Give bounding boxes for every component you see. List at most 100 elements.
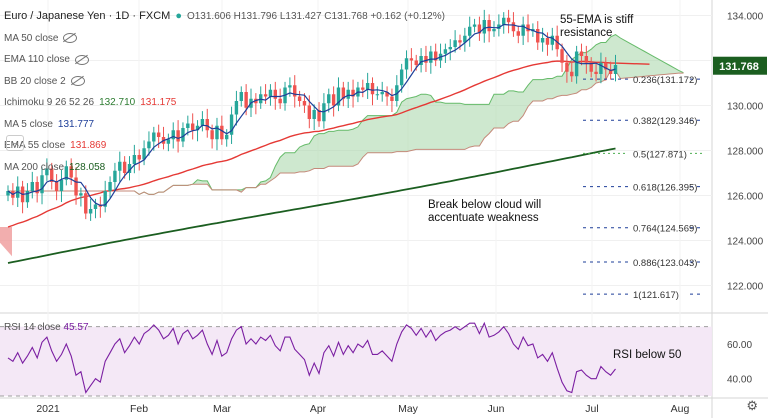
candle-body <box>190 123 195 131</box>
candle-body <box>361 87 365 90</box>
candle-body <box>589 62 593 72</box>
candle-body <box>307 105 312 119</box>
candle-body <box>477 24 482 34</box>
annotation-line: Break below cloud will <box>428 199 542 211</box>
cloud-annotation: Break below cloud will accentuate weaknes… <box>428 199 541 225</box>
candle-body <box>166 139 171 144</box>
hidden-eye-icon[interactable] <box>74 54 89 65</box>
candle-body <box>317 110 321 122</box>
candle-body <box>288 85 292 88</box>
y-tick-label: 128.000 <box>727 147 764 158</box>
candle-body <box>599 62 603 74</box>
candle-body <box>458 40 462 43</box>
legend-label: BB 20 close 2 <box>4 75 66 87</box>
candle-body <box>443 49 448 54</box>
candle-body <box>414 60 418 65</box>
candle-body <box>225 134 229 140</box>
candle-body <box>346 89 350 99</box>
candle-body <box>176 130 180 142</box>
annotation-line: 55-EMA is stiff <box>560 14 634 26</box>
candle-body <box>186 123 190 128</box>
candle-body <box>6 191 10 196</box>
candle-body <box>103 191 107 207</box>
collapse-legend-button[interactable]: ︿ <box>6 135 24 151</box>
hidden-eye-icon[interactable] <box>70 76 85 87</box>
candle-body <box>171 130 175 140</box>
legend-item[interactable]: EMA 55 close 131.869 <box>4 135 445 157</box>
legend-value: 132.710 <box>99 97 136 108</box>
candle-body <box>341 87 346 99</box>
y-tick-label: 124.000 <box>727 237 764 248</box>
fib-level-label: 1(121.617) <box>633 290 679 301</box>
legend-label: Ichimoku 9 26 52 26 <box>4 97 95 108</box>
settings-gear-icon[interactable]: ⚙ <box>746 398 758 413</box>
candle-body <box>25 191 30 203</box>
legend-value: 128.058 <box>69 161 106 173</box>
candle-body <box>210 130 214 140</box>
candle-body <box>152 132 156 142</box>
rsi-legend: RSI 14 close 45.57 <box>4 322 89 333</box>
legend-item[interactable]: MA 200 close 128.058 <box>4 157 445 179</box>
symbol-title: Euro / Japanese Yen · 1D · FXCM <box>4 10 171 22</box>
rsi-label: RSI 14 close <box>4 322 61 333</box>
candle-body <box>429 51 433 63</box>
rsi-value: 45.57 <box>63 322 89 333</box>
candle-body <box>511 22 516 32</box>
fib-level-label: 0.236(131.172) <box>633 75 697 86</box>
fib-level-label: 0.764(124.569) <box>633 224 697 235</box>
annotation-line: RSI below 50 <box>613 349 682 361</box>
x-tick-label: May <box>398 403 419 415</box>
candle-body <box>472 24 477 27</box>
candle-body <box>273 89 277 99</box>
candle-body <box>297 96 302 101</box>
rsi-band <box>0 326 712 396</box>
legend-label: EMA 55 close <box>4 140 66 151</box>
annotation-line: resistance <box>560 27 613 39</box>
legend-label: EMA 110 close <box>4 54 70 65</box>
legend-item[interactable]: BB 20 close 2 <box>4 71 445 93</box>
candle-body <box>59 179 64 191</box>
candle-body <box>215 125 219 140</box>
hidden-eye-icon[interactable] <box>63 33 78 44</box>
x-tick-label: Jun <box>488 403 505 415</box>
candle-body <box>584 56 589 63</box>
y-tick-label: 130.000 <box>727 102 764 113</box>
last-price-tag <box>713 56 767 75</box>
annotation-line: accentuate weakness <box>428 212 539 224</box>
candle-body <box>30 182 34 191</box>
candle-body <box>482 20 486 34</box>
candle-body <box>570 71 574 77</box>
x-tick-label: Jul <box>585 403 598 415</box>
candle-body <box>234 101 239 115</box>
ichimoku-cloud <box>8 34 684 195</box>
candle-body <box>468 26 472 36</box>
candle-body <box>351 89 355 97</box>
candle-body <box>195 125 200 131</box>
candle-body <box>370 83 375 95</box>
candle-body <box>45 168 49 176</box>
legend-item[interactable]: EMA 110 close <box>4 49 445 71</box>
candle-body <box>604 62 608 70</box>
candle-body <box>50 168 54 182</box>
rsi-annotation: RSI below 50 <box>613 349 681 362</box>
y-tick-label: 134.000 <box>727 12 764 23</box>
candle-body <box>390 96 394 101</box>
candle-body <box>380 92 384 95</box>
candle-body <box>448 47 452 50</box>
candle-body <box>560 49 564 63</box>
legend-item[interactable]: Ichimoku 9 26 52 26 132.710 131.175 <box>4 92 445 114</box>
fib-level-label: 0.618(126.395) <box>633 183 697 194</box>
legend-item[interactable]: MA 50 close <box>4 28 445 50</box>
candle-body <box>40 175 44 194</box>
candle-body <box>594 71 598 74</box>
candle-body <box>268 89 273 97</box>
ichimoku-span-b <box>8 70 684 195</box>
candle-body <box>550 35 555 45</box>
candle-body <box>229 114 234 135</box>
candle-body <box>74 177 78 196</box>
legend-item[interactable]: MA 5 close 131.777 <box>4 114 445 136</box>
candle-body <box>108 182 112 191</box>
ema55-extension <box>615 62 650 65</box>
candle-body <box>118 161 122 171</box>
